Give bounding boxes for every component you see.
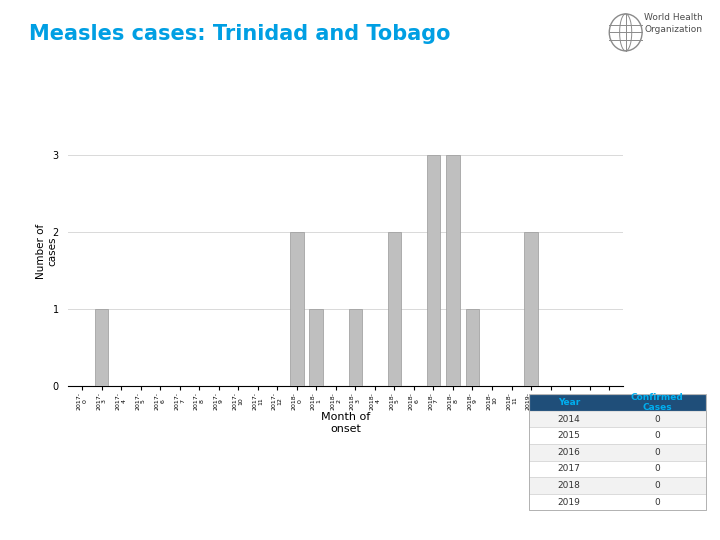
- Bar: [446, 154, 460, 386]
- Text: 0: 0: [654, 481, 660, 490]
- Bar: [524, 232, 538, 386]
- Text: 2014: 2014: [557, 415, 580, 423]
- Text: 2015: 2015: [557, 431, 580, 440]
- Text: Measles cases: Trinidad and Tobago: Measles cases: Trinidad and Tobago: [29, 24, 450, 44]
- Text: 0: 0: [654, 464, 660, 474]
- Bar: [529, 427, 706, 444]
- Text: 2019: 2019: [557, 497, 580, 507]
- Text: Confirmed
Cases: Confirmed Cases: [631, 393, 683, 412]
- Text: 0: 0: [654, 497, 660, 507]
- Bar: [387, 232, 401, 386]
- Y-axis label: Number of
cases: Number of cases: [36, 224, 58, 279]
- Bar: [95, 309, 109, 386]
- Bar: [427, 154, 440, 386]
- Text: 0: 0: [654, 415, 660, 423]
- Text: 2016: 2016: [557, 448, 580, 457]
- X-axis label: Month of
onset: Month of onset: [321, 413, 370, 434]
- Text: Year: Year: [558, 398, 580, 407]
- Bar: [529, 461, 706, 477]
- Text: World Health
Organization: World Health Organization: [644, 14, 703, 35]
- Text: 2018: 2018: [557, 481, 580, 490]
- Text: 2017: 2017: [557, 464, 580, 474]
- Bar: [290, 232, 304, 386]
- Bar: [529, 411, 706, 427]
- Text: 0: 0: [654, 431, 660, 440]
- Bar: [310, 309, 323, 386]
- Bar: [529, 477, 706, 494]
- Bar: [529, 494, 706, 510]
- Bar: [529, 394, 706, 411]
- Bar: [466, 309, 480, 386]
- Bar: [529, 444, 706, 461]
- Text: 0: 0: [654, 448, 660, 457]
- Bar: [348, 309, 362, 386]
